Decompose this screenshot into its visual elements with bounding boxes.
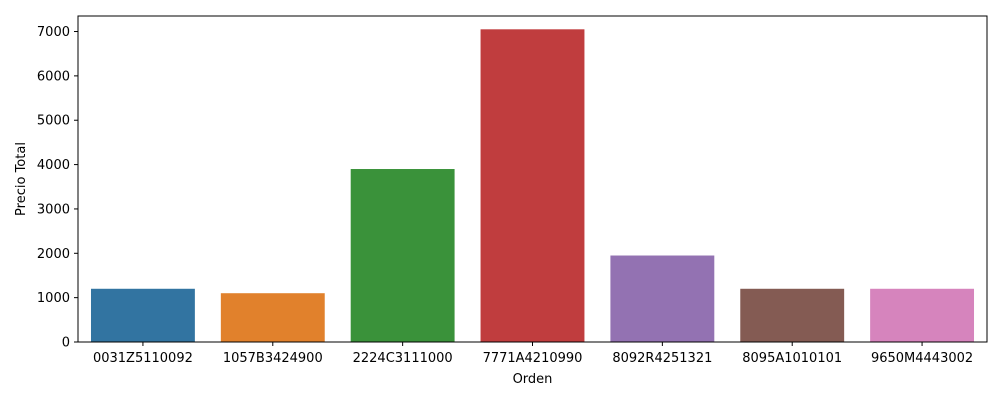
y-tick-label: 4000 [37,158,70,173]
y-tick-label: 7000 [37,25,70,40]
x-axis-label: Orden [513,372,553,387]
x-tick-label: 0031Z5110092 [93,351,193,366]
y-tick-label: 2000 [37,247,70,262]
x-tick-label: 8095A1010101 [742,351,842,366]
y-tick-label: 3000 [37,202,70,217]
bar-8092R4251321 [610,255,715,342]
bar-2224C3111000 [350,169,455,342]
x-tick-label: 7771A4210990 [483,351,583,366]
y-axis-label: Precio Total [14,142,29,216]
y-tick-label: 6000 [37,69,70,84]
bar-7771A4210990 [480,29,585,342]
x-axis: 0031Z5110092 1057B3424900 2224C3111000 7771… [93,342,973,366]
y-axis: 0 1000 2000 3000 4000 5000 6000 7000 [37,25,78,351]
y-tick-label: 5000 [37,114,70,129]
y-tick-label: 0 [62,336,70,351]
bar-8095A1010101 [740,288,845,342]
x-tick-label: 8092R4251321 [612,351,712,366]
x-tick-label: 2224C3111000 [353,351,453,366]
y-tick-label: 1000 [37,291,70,306]
bar-0031Z5110092 [90,288,195,342]
bar-9650M4443002 [870,288,975,342]
plot-frame [77,15,988,343]
x-tick-label: 9650M4443002 [871,351,973,366]
bar-1057B3424900 [220,293,325,342]
x-tick-label: 1057B3424900 [223,351,323,366]
bars [90,29,975,342]
